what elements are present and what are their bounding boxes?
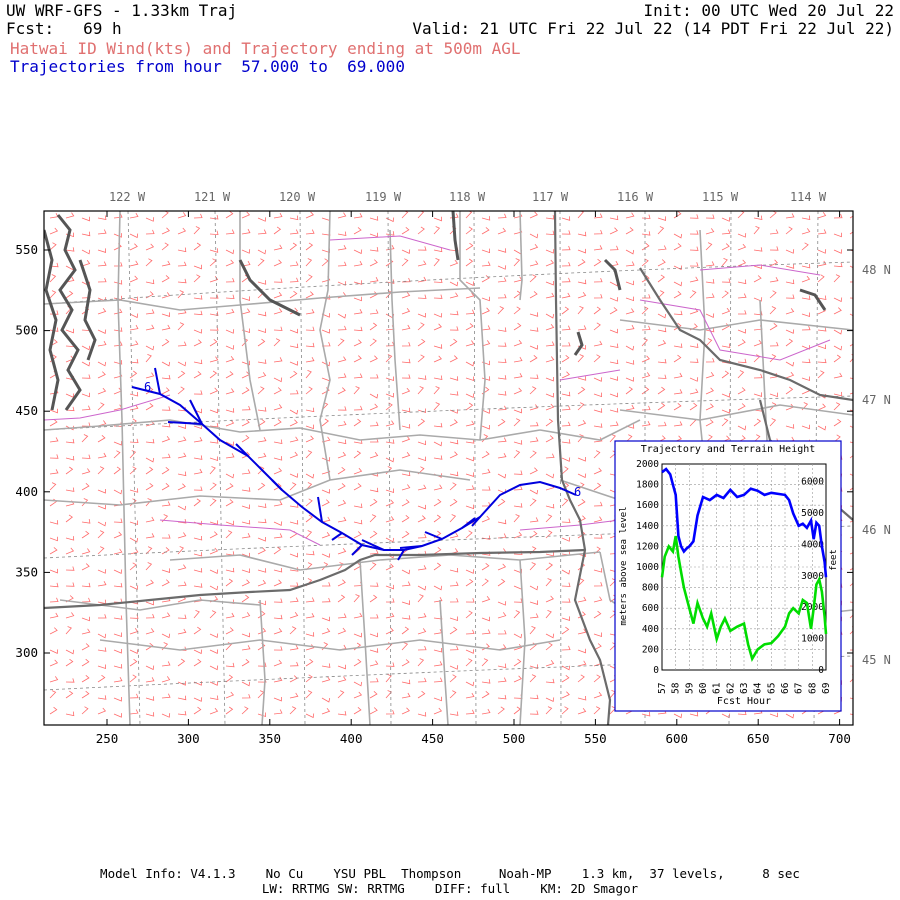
- trajectory-range: Trajectories from hour 57.000 to 69.000: [10, 57, 405, 76]
- terrain-height-line: [660, 535, 828, 662]
- inset-x-tick: 60: [698, 682, 709, 694]
- inset-right-tick: 4000: [801, 539, 824, 550]
- y-tick-label: 500: [15, 323, 38, 338]
- x-tick-label: 250: [96, 731, 119, 746]
- latitude-label: 46 N: [862, 523, 891, 537]
- inset-left-tick: 600: [642, 603, 659, 614]
- inset-x-tick: 69: [821, 682, 832, 694]
- inset-x-tick: 61: [712, 682, 723, 694]
- inset-chart: Trajectory and Terrain Height 0200400600…: [614, 440, 842, 712]
- trajectory-height-line: [661, 467, 828, 578]
- valid-time: Valid: 21 UTC Fri 22 Jul 22 (14 PDT Fri …: [412, 19, 894, 38]
- inset-ylabel-left: meters above sea level: [619, 506, 629, 625]
- inset-left-tick: 1400: [636, 521, 659, 532]
- inset-left-tick: 200: [642, 644, 659, 655]
- x-tick-label: 650: [747, 731, 770, 746]
- longitude-label: 116 W: [617, 190, 654, 204]
- inset-x-tick: 58: [671, 682, 682, 694]
- inset-left-tick: 400: [642, 624, 659, 635]
- y-tick-label: 450: [15, 403, 38, 418]
- x-tick-label: 400: [340, 731, 363, 746]
- inset-x-tick: 59: [684, 682, 695, 694]
- model-info-line2: LW: RRTMG SW: RRTMG DIFF: full KM: 2D Sm…: [261, 881, 639, 896]
- inset-right-tick: 5000: [801, 508, 824, 519]
- inset-title: Trajectory and Terrain Height: [641, 444, 816, 455]
- inset-right-tick: 6000: [801, 477, 824, 488]
- inset-right-tick: 1000: [801, 634, 824, 645]
- longitude-label: 115 W: [702, 190, 739, 204]
- y-tick-label: 550: [15, 242, 38, 257]
- coastline: [44, 211, 827, 411]
- inset-x-tick: 68: [807, 682, 818, 694]
- x-tick-label: 500: [503, 731, 526, 746]
- latitude-label: 48 N: [862, 263, 891, 277]
- trajectory-path: [131, 367, 577, 561]
- inset-ylabel-right: feet: [829, 549, 839, 571]
- inset-left-tick: 1600: [636, 500, 659, 511]
- x-tick-label: 300: [177, 731, 200, 746]
- x-tick-label: 550: [584, 731, 607, 746]
- title: UW WRF-GFS - 1.33km Traj: [6, 1, 238, 20]
- init-time: Init: 00 UTC Wed 20 Jul 22: [643, 1, 894, 20]
- forecast-hour: Fcst: 69 h: [6, 19, 122, 38]
- y-tick-label: 350: [15, 564, 38, 579]
- map-frame: [43, 210, 854, 726]
- longitude-label: 119 W: [365, 190, 402, 204]
- x-tick-label: 450: [421, 731, 444, 746]
- latitude-label: 45 N: [862, 653, 891, 667]
- inset-left-tick: 0: [653, 665, 659, 676]
- longitude-label: 120 W: [279, 190, 316, 204]
- county-lines: [44, 211, 853, 725]
- y-tick-label: 400: [15, 484, 38, 499]
- x-tick-label: 600: [666, 731, 689, 746]
- inset-x-tick: 64: [753, 682, 764, 694]
- field-description: Hatwai ID Wind(kts) and Trajectory endin…: [10, 39, 521, 58]
- trajectory-end-label: 6: [574, 485, 581, 499]
- x-tick-label: 700: [828, 731, 851, 746]
- inset-left-tick: 1200: [636, 541, 659, 552]
- longitude-label: 122 W: [109, 190, 146, 204]
- inset-right-tick: 0: [818, 665, 824, 676]
- inset-x-tick: 67: [794, 683, 805, 694]
- inset-x-tick: 63: [739, 683, 750, 694]
- region-lines: [44, 235, 831, 546]
- inset-left-tick: 800: [642, 583, 659, 594]
- inset-left-tick: 1800: [636, 480, 659, 491]
- longitude-label: 117 W: [532, 190, 569, 204]
- inset-x-tick: 65: [766, 683, 777, 694]
- inset-left-tick: 1000: [636, 562, 659, 573]
- inset-xlabel: Fcst Hour: [717, 696, 771, 707]
- inset-left-tick: 2000: [636, 459, 659, 470]
- model-info-line1: Model Info: V4.1.3 No Cu YSU PBL Thompso…: [100, 866, 800, 881]
- inset-x-tick: 62: [725, 683, 736, 694]
- inset-x-tick: 66: [780, 682, 791, 694]
- latitude-label: 47 N: [862, 393, 891, 407]
- trajectory-start-label: 6: [144, 380, 151, 394]
- inset-x-tick: 57: [657, 683, 668, 694]
- longitude-label: 121 W: [194, 190, 231, 204]
- y-tick-label: 300: [15, 645, 38, 660]
- inset-right-tick: 3000: [801, 571, 824, 582]
- longitude-label: 118 W: [449, 190, 486, 204]
- longitude-label: 114 W: [790, 190, 827, 204]
- x-tick-label: 350: [259, 731, 282, 746]
